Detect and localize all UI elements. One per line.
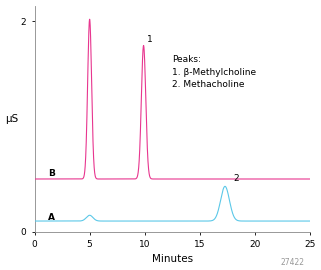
Text: 27422: 27422: [281, 258, 305, 267]
Text: B: B: [48, 169, 55, 178]
Text: Peaks:
1. β-Methylcholine
2. Methacholine: Peaks: 1. β-Methylcholine 2. Methacholin…: [172, 55, 256, 89]
Text: A: A: [48, 213, 55, 222]
X-axis label: Minutes: Minutes: [152, 254, 193, 264]
Text: 1: 1: [147, 35, 152, 45]
Text: 2: 2: [234, 174, 239, 183]
Y-axis label: μS: μS: [5, 114, 19, 124]
